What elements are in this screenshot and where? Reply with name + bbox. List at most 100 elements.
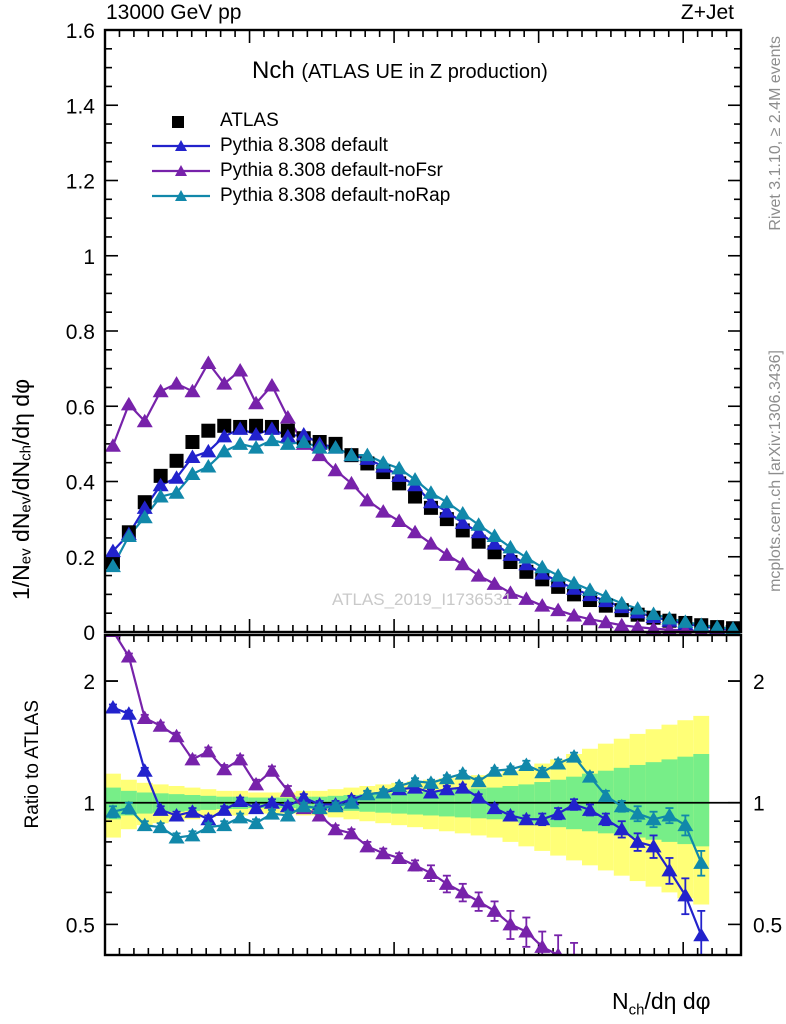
data-marker [120,396,137,411]
ratio-data-marker [553,947,563,955]
ratio-data-marker [597,788,614,802]
ratio-data-marker [518,811,535,826]
data-marker [391,460,408,475]
ratio-data-marker [486,800,503,815]
data-marker [534,598,551,612]
legend-item-norap: Pythia 8.308 default-noRap [150,183,450,208]
data-marker [613,595,630,610]
ratio-data-marker [454,766,471,780]
ratio-y-tick-label: 0.5 [66,914,95,937]
ratio-data-marker [486,903,503,917]
ratio-data-marker [168,728,185,743]
data-marker [359,447,376,462]
ratio-data-marker [216,761,233,776]
ratio-data-marker [136,817,153,832]
data-marker [629,619,646,634]
ratio-data-marker [438,781,455,796]
data-marker [566,607,583,622]
data-marker [263,432,280,447]
ratio-data-marker [454,780,471,794]
data-marker [486,576,503,590]
data-marker [693,617,710,631]
ratio-data-marker [311,800,328,815]
data-marker [550,602,567,617]
data-marker [184,466,201,480]
ratio-data-marker [136,763,153,777]
data-marker [581,611,598,626]
ratio-data-marker [168,830,185,844]
ratio-data-marker [502,916,519,931]
ratio-data-marker [200,743,217,758]
ratio-data-marker [327,821,344,836]
legend-item-atlas: ATLAS [150,108,450,133]
data-marker [422,494,439,509]
ratio-data-marker [422,784,439,799]
data-marker [232,363,249,377]
ratio-data-marker [534,811,551,826]
y-tick-label: 1.6 [66,20,95,43]
data-marker [104,558,121,573]
data-marker [518,550,535,564]
ratio-data-marker [152,802,169,816]
data-marker [629,601,646,615]
data-marker [120,528,137,543]
data-marker [232,436,249,450]
data-marker [518,591,535,605]
ratio-plot-panel: 0.5 0.5 1 1 2 2 0 1 2 3 4 [66,633,782,970]
ratio-data-marker [279,807,296,822]
data-marker [216,443,233,458]
legend-item-default: Pythia 8.308 default [150,133,450,158]
ratio-data-marker [105,700,121,714]
ratio-data-marker [359,838,376,853]
data-marker [407,472,424,486]
data-marker [438,494,455,509]
data-marker [248,440,265,454]
data-marker [327,440,344,454]
ratio-data-marker [566,796,583,811]
ratio-data-marker [597,811,614,826]
ratio-y-tick-label-right: 1 [753,793,765,816]
data-marker [709,619,726,634]
data-marker [375,455,392,469]
ratio-data-marker [200,819,217,834]
plot-title-sub: (ATLAS UE in Z production) [301,61,548,83]
ratio-data-marker [502,807,519,822]
data-marker [248,395,265,410]
ratio-data-marker [470,773,487,788]
data-marker [438,547,455,561]
data-marker [136,413,153,428]
series-line [111,360,734,633]
ratio-data-marker [279,783,296,797]
data-marker [359,492,376,507]
x-tick-label: 2 [388,967,400,970]
data-marker [216,428,233,443]
data-marker [502,539,519,554]
data-marker [502,585,519,599]
ratio-data-marker [645,811,662,826]
data-marker [534,559,551,574]
data-marker [438,504,455,518]
data-marker [311,440,328,454]
ratio-data-marker [359,786,376,801]
data-marker [486,528,503,543]
ratio-data-marker [677,887,694,902]
ratio-data-marker [279,798,296,813]
ratio-data-marker [152,819,169,834]
data-marker [597,589,614,603]
data-marker [184,449,201,464]
legend-key-nofsr [150,161,212,181]
legend-label-atlas: ATLAS [220,109,279,131]
data-marker [391,468,408,482]
data-marker [184,383,201,398]
y-tick-label: 0.4 [66,472,96,495]
ratio-data-marker [136,710,153,725]
ratio-y-tick-label: 2 [83,671,95,694]
y-tick-label: 1.4 [66,95,96,118]
x-tick-label: 3 [533,967,545,970]
data-marker [486,536,503,550]
data-marker [168,470,185,484]
ratio-data-marker [534,939,551,953]
data-marker [661,610,678,625]
data-marker [295,426,312,441]
data-marker [645,606,662,620]
